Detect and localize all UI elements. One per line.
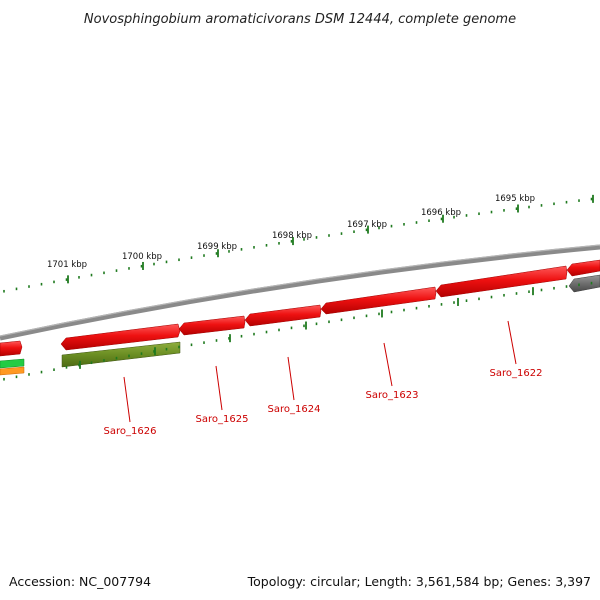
gene-arrow-saro-1624[interactable] (244, 304, 322, 327)
gene-leader-line (287, 356, 295, 401)
genome-backbone-highlight (0, 244, 600, 337)
gene-label[interactable]: Saro_1624 (268, 404, 321, 415)
reverse-strand-genes (0, 274, 600, 376)
kbp-label: 1699 kbp (197, 242, 237, 252)
gene-leader-line (507, 320, 517, 365)
gene-leader-line (215, 365, 223, 411)
gene-arrow-partial-left[interactable] (0, 340, 23, 357)
gene-arrow-partial-orange[interactable] (0, 366, 25, 376)
genome-backbone (0, 244, 600, 341)
kbp-label: 1698 kbp (272, 231, 312, 241)
forward-strand-genes (0, 259, 600, 357)
gene-arrow-gray[interactable] (568, 274, 600, 293)
gene-label[interactable]: Saro_1626 (104, 426, 157, 437)
kbp-label: 1695 kbp (495, 194, 535, 204)
kbp-labels: 1701 kbp 1700 kbp 1699 kbp 1698 kbp 1697 kbp… (47, 194, 535, 270)
genome-summary-text: Topology: circular; Length: 3,561,584 bp… (247, 574, 591, 589)
map-title: Novosphingobium aromaticivorans DSM 1244… (84, 12, 516, 27)
gene-arrow-saro-1622[interactable] (435, 265, 568, 298)
gene-label[interactable]: Saro_1622 (490, 368, 543, 379)
gene-label[interactable]: Saro_1623 (366, 390, 419, 401)
gene-arrow-saro-1626[interactable] (60, 323, 181, 351)
gene-arrow-partial-right[interactable] (566, 259, 600, 277)
gene-leader-line (123, 376, 131, 423)
accession-text: Accession: NC_007794 (9, 574, 151, 589)
kbp-label: 1697 kbp (347, 220, 387, 230)
gene-labels: Saro_1626 Saro_1625 Saro_1624 Saro_1623 Saro… (104, 320, 543, 437)
gene-arrow-olive[interactable] (61, 341, 181, 368)
inner-ruler (3, 281, 593, 381)
gene-leader-line (383, 342, 393, 387)
kbp-label: 1696 kbp (421, 208, 461, 218)
gene-arrow-saro-1625[interactable] (178, 315, 246, 336)
gene-label[interactable]: Saro_1625 (196, 414, 249, 425)
outer-ruler (3, 194, 594, 293)
kbp-label: 1701 kbp (47, 260, 87, 270)
gene-arrow-partial-green[interactable] (0, 358, 25, 369)
gene-arrow-saro-1623[interactable] (320, 286, 437, 315)
kbp-label: 1700 kbp (122, 252, 162, 262)
